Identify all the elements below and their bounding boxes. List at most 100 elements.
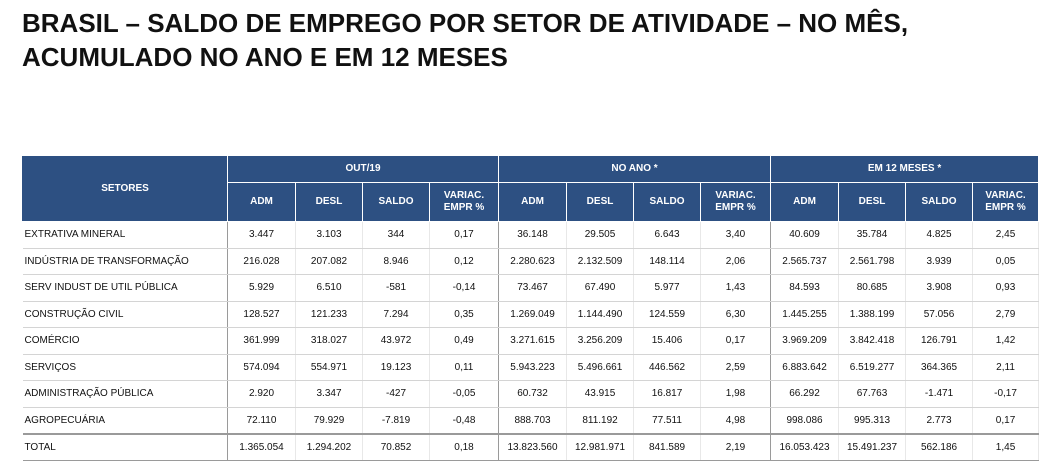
table-cell: 3.447 (227, 221, 296, 249)
table-cell: 0,49 (429, 327, 500, 355)
table-cell: 3.256.209 (566, 327, 635, 355)
table-cell: 67.490 (566, 274, 635, 302)
table-cell: 29.505 (566, 221, 635, 249)
table-cell: 6.643 (633, 221, 702, 249)
table-cell: 1.294.202 (295, 433, 363, 461)
table-cell: 0,12 (429, 248, 500, 275)
table-cell: 3,40 (700, 221, 772, 249)
table-cell: 0,17 (700, 327, 772, 355)
sub-header: ADM (227, 182, 296, 222)
table-cell: 562.186 (905, 433, 974, 461)
table-cell: 2.132.509 (566, 248, 635, 275)
table-cell: 57.056 (905, 301, 974, 328)
sector-name: AGROPECUÁRIA (22, 407, 228, 435)
table-row: SERV INDUST DE UTIL PÚBLICA 5.929 6.510 -58… (22, 274, 1040, 302)
sector-name: TOTAL (22, 433, 228, 461)
table-cell: 1.445.255 (770, 301, 840, 328)
table-cell: 1.365.054 (227, 433, 296, 461)
table-cell: 5.977 (633, 274, 702, 302)
table-cell: 7.294 (362, 301, 430, 328)
table-cell: 3.908 (905, 274, 974, 302)
table-cell: 2,11 (972, 354, 1040, 381)
table-cell: 5.943.223 (498, 354, 568, 381)
table-cell: 2.280.623 (498, 248, 568, 275)
sector-name: INDÚSTRIA DE TRANSFORMAÇÃO (22, 248, 228, 275)
sector-name: COMÉRCIO (22, 327, 228, 355)
sector-name: EXTRATIVA MINERAL (22, 221, 228, 249)
sector-name: CONSTRUÇÃO CIVIL (22, 301, 228, 328)
table-cell: 15.491.237 (838, 433, 907, 461)
table-cell: 216.028 (227, 248, 296, 275)
table-cell: 16.053.423 (770, 433, 840, 461)
table-cell: 1.388.199 (838, 301, 907, 328)
table-cell: 73.467 (498, 274, 568, 302)
table-cell: 1.144.490 (566, 301, 635, 328)
table-cell: -0,05 (429, 380, 500, 408)
table-cell: 67.763 (838, 380, 907, 408)
table-cell: 1,42 (972, 327, 1040, 355)
group-header: EM 12 MESES * (770, 155, 1040, 183)
table-cell: 1,45 (972, 433, 1040, 461)
table-cell: 16.817 (633, 380, 702, 408)
table-cell: 318.027 (295, 327, 363, 355)
table-cell: 40.609 (770, 221, 840, 249)
table-cell: 2.565.737 (770, 248, 840, 275)
table-cell: 0,93 (972, 274, 1040, 302)
table-cell: 0,11 (429, 354, 500, 381)
table-cell: 4,98 (700, 407, 772, 435)
table-cell: 4.825 (905, 221, 974, 249)
sub-header: SALDO (362, 182, 430, 222)
sub-header: DESL (295, 182, 363, 222)
table-cell: 207.082 (295, 248, 363, 275)
table-cell: 15.406 (633, 327, 702, 355)
table-cell: 121.233 (295, 301, 363, 328)
table-cell: 841.589 (633, 433, 702, 461)
table-cell: -1.471 (905, 380, 974, 408)
table-cell: -7.819 (362, 407, 430, 435)
table-cell: 8.946 (362, 248, 430, 275)
table-cell: 43.915 (566, 380, 635, 408)
table-cell: 19.123 (362, 354, 430, 381)
table-cell: 60.732 (498, 380, 568, 408)
table-cell: 36.148 (498, 221, 568, 249)
table-row: COMÉRCIO 361.999 318.027 43.972 0,49 3.271.61… (22, 327, 1040, 355)
table-cell: 0,05 (972, 248, 1040, 275)
table-cell: 72.110 (227, 407, 296, 435)
table-row: EXTRATIVA MINERAL 3.447 3.103 344 0,17 36.148… (22, 221, 1040, 249)
sub-header: SALDO (905, 182, 974, 222)
table-cell: 364.365 (905, 354, 974, 381)
table-cell: 5.929 (227, 274, 296, 302)
sector-name: ADMINISTRAÇÃO PÚBLICA (22, 380, 228, 408)
table-cell: 344 (362, 221, 430, 249)
table-cell: -0,17 (972, 380, 1040, 408)
page-title: BRASIL – SALDO DE EMPREGO POR SETOR DE A… (22, 6, 1022, 74)
sub-header: DESL (838, 182, 907, 222)
table-cell: 13.823.560 (498, 433, 568, 461)
table-cell: 3.103 (295, 221, 363, 249)
table-cell: 6,30 (700, 301, 772, 328)
table-cell: 0,35 (429, 301, 500, 328)
title-line-1: BRASIL – SALDO DE EMPREGO POR SETOR DE A… (22, 8, 909, 38)
table-row: ADMINISTRAÇÃO PÚBLICA 2.920 3.347 -427 -0,05… (22, 380, 1040, 408)
group-header: NO ANO * (498, 155, 772, 183)
table-cell: 126.791 (905, 327, 974, 355)
employment-table: SETORES OUT/19 NO ANO * EM 12 MESES * AD… (22, 155, 1040, 461)
table-cell: 2.561.798 (838, 248, 907, 275)
table-cell: 1.269.049 (498, 301, 568, 328)
table-cell: 3.939 (905, 248, 974, 275)
total-row: TOTAL 1.365.054 1.294.202 70.852 0,18 13.823.… (22, 433, 1040, 461)
table-cell: 2,79 (972, 301, 1040, 328)
sector-name: SERVIÇOS (22, 354, 228, 381)
table-cell: 79.929 (295, 407, 363, 435)
table-cell: 80.685 (838, 274, 907, 302)
table-cell: 43.972 (362, 327, 430, 355)
table-cell: 3.271.615 (498, 327, 568, 355)
table-cell: 998.086 (770, 407, 840, 435)
sub-header: VARIAC. EMPR % (972, 182, 1040, 222)
sub-header: ADM (498, 182, 568, 222)
table-cell: 124.559 (633, 301, 702, 328)
table-cell: 1,43 (700, 274, 772, 302)
table-cell: 6.883.642 (770, 354, 840, 381)
table-cell: 2,19 (700, 433, 772, 461)
table-cell: -0,48 (429, 407, 500, 435)
